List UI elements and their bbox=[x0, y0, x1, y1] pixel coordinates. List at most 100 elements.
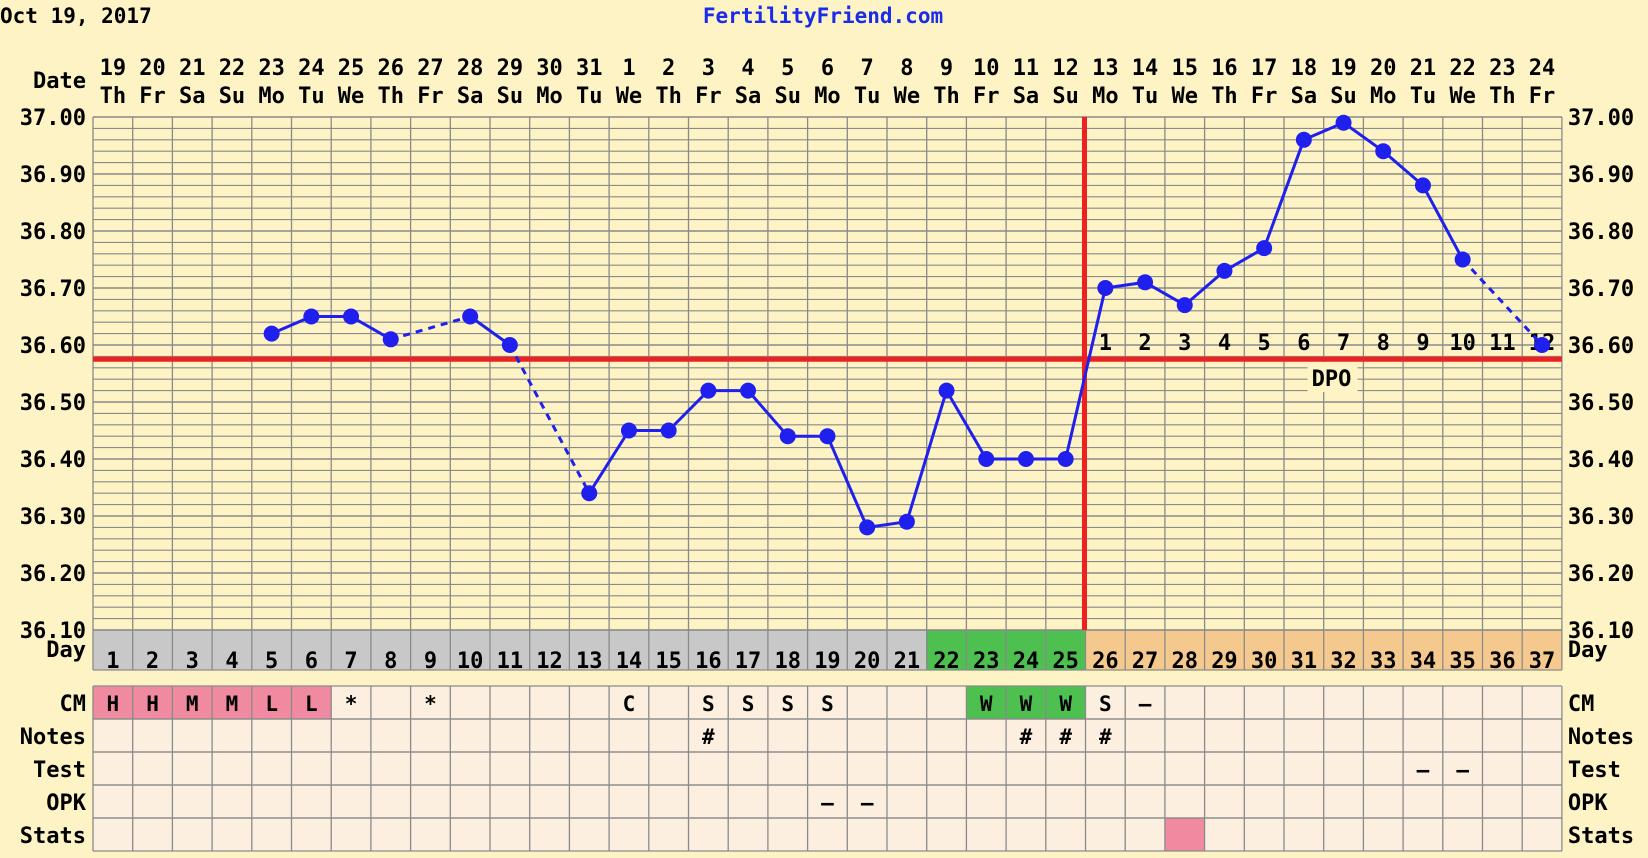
row-cell-cm bbox=[807, 686, 848, 719]
row-label-left-cm: CM bbox=[60, 692, 87, 717]
weekday-label: Mo bbox=[814, 84, 841, 109]
row-cell-cm bbox=[1045, 686, 1086, 719]
weekday-label: We bbox=[894, 84, 921, 109]
cycle-day-label: 22 bbox=[933, 649, 960, 674]
dpo-label-bg bbox=[1307, 362, 1358, 392]
date-number-label: 21 bbox=[1410, 56, 1437, 81]
row-cell-cm bbox=[1363, 686, 1404, 719]
row-cell-test bbox=[529, 752, 570, 785]
date-number-label: 31 bbox=[576, 56, 603, 81]
y-tick-left: 36.10 bbox=[20, 619, 86, 644]
opk-cell-text: – bbox=[821, 791, 834, 815]
row-cell-opk bbox=[1125, 785, 1165, 818]
temp-point bbox=[779, 428, 796, 445]
row-cell-day bbox=[251, 630, 292, 670]
row-cell-opk bbox=[1363, 785, 1404, 818]
temp-point bbox=[343, 308, 360, 325]
row-cell-test bbox=[609, 752, 649, 785]
row-cell-notes bbox=[966, 719, 1007, 752]
row-cell-opk bbox=[1085, 785, 1126, 818]
date-number-label: 19 bbox=[1330, 56, 1357, 81]
temp-point bbox=[700, 382, 717, 399]
cycle-day-label: 26 bbox=[1092, 649, 1119, 674]
row-cell-day bbox=[1244, 630, 1284, 670]
temp-point bbox=[1176, 297, 1193, 314]
temp-line-segment bbox=[1064, 287, 1107, 460]
row-cell-test bbox=[966, 752, 1007, 785]
row-cell-notes bbox=[1363, 719, 1404, 752]
temp-line-segment bbox=[1382, 150, 1424, 187]
row-cell-notes bbox=[767, 719, 808, 752]
row-cell-cm bbox=[331, 686, 371, 719]
row-cell-opk bbox=[1482, 785, 1523, 818]
row-cell-cm bbox=[1323, 686, 1364, 719]
row-cell-stats bbox=[1006, 818, 1046, 851]
row-cell-test bbox=[410, 752, 451, 785]
row-cell-cm bbox=[291, 686, 332, 719]
row-cell-day bbox=[1164, 630, 1205, 670]
weekday-label: Th bbox=[100, 84, 127, 109]
row-cell-test bbox=[1403, 752, 1443, 785]
cycle-day-label: 1 bbox=[106, 649, 119, 674]
date-number-label: 6 bbox=[821, 56, 834, 81]
date-number-label: 7 bbox=[861, 56, 874, 81]
y-tick-left: 36.90 bbox=[20, 163, 86, 188]
row-cell-notes bbox=[1085, 719, 1126, 752]
row-cell-notes bbox=[370, 719, 411, 752]
dpo-number: 9 bbox=[1416, 331, 1429, 356]
row-cell-day bbox=[887, 630, 927, 670]
row-cell-cm bbox=[172, 686, 213, 719]
row-cell-notes bbox=[648, 719, 689, 752]
row-cell-stats bbox=[887, 818, 927, 851]
row-cell-opk bbox=[291, 785, 332, 818]
row-cell-opk bbox=[728, 785, 768, 818]
temp-line-segment bbox=[746, 389, 789, 438]
cm-cell-text: C bbox=[623, 692, 636, 716]
date-number-label: 27 bbox=[417, 56, 444, 81]
row-label-left-test: Test bbox=[33, 758, 86, 783]
row-cell-stats bbox=[1323, 818, 1364, 851]
row-cell-day bbox=[1522, 630, 1562, 670]
row-cell-cm bbox=[966, 686, 1007, 719]
temp-point bbox=[1017, 451, 1034, 467]
test-cell-text: – bbox=[1417, 758, 1430, 782]
y-tick-left: 36.60 bbox=[20, 334, 86, 359]
row-cell-test bbox=[569, 752, 610, 785]
temp-line-dashed bbox=[508, 344, 591, 494]
row-cell-test bbox=[1284, 752, 1324, 785]
row-cell-notes bbox=[490, 719, 530, 752]
row-cell-opk bbox=[1006, 785, 1046, 818]
weekday-label: We bbox=[1449, 84, 1476, 109]
row-cell-notes bbox=[132, 719, 173, 752]
row-cell-opk bbox=[450, 785, 490, 818]
row-cell-cm bbox=[450, 686, 490, 719]
row-cell-cm bbox=[887, 686, 927, 719]
site-link[interactable]: FertilityFriend.com bbox=[703, 4, 943, 28]
date-number-label: 24 bbox=[298, 56, 325, 81]
row-label-left-notes: Notes bbox=[20, 725, 86, 750]
row-cell-opk bbox=[1204, 785, 1245, 818]
cm-cell-text: W bbox=[980, 692, 993, 716]
row-cell-cm bbox=[1085, 686, 1126, 719]
dpo-number: 4 bbox=[1218, 331, 1231, 356]
weekday-label: We bbox=[1172, 84, 1199, 109]
row-cell-stats bbox=[1482, 818, 1523, 851]
weekday-label: Tu bbox=[1410, 84, 1437, 109]
y-tick-left: 36.40 bbox=[20, 448, 86, 473]
temp-line-segment bbox=[945, 389, 988, 460]
weekday-label: Tu bbox=[854, 84, 881, 109]
row-cell-day bbox=[807, 630, 848, 670]
date-number-label: 20 bbox=[1370, 56, 1397, 81]
row-cell-cm bbox=[490, 686, 530, 719]
cm-cell-text: W bbox=[1059, 692, 1072, 716]
temp-point bbox=[462, 308, 479, 325]
weekday-label: Tu bbox=[1132, 84, 1159, 109]
row-cell-day bbox=[331, 630, 371, 670]
row-cell-cm bbox=[93, 686, 133, 719]
row-cell-day bbox=[410, 630, 451, 670]
cm-cell-text: H bbox=[107, 692, 120, 716]
row-cell-cm bbox=[1164, 686, 1205, 719]
cycle-day-label: 20 bbox=[854, 649, 881, 674]
row-cell-stats bbox=[1204, 818, 1245, 851]
